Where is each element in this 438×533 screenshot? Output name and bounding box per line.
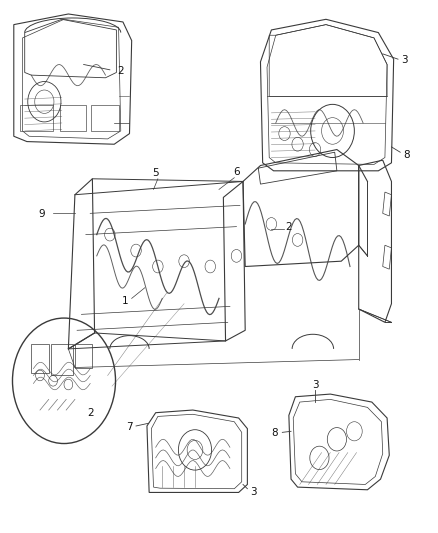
Bar <box>75 344 92 368</box>
Bar <box>91 106 120 131</box>
Text: 2: 2 <box>286 222 292 232</box>
Bar <box>31 344 49 373</box>
Text: 3: 3 <box>312 380 318 390</box>
Text: 7: 7 <box>126 422 133 432</box>
Text: 9: 9 <box>38 209 45 220</box>
Bar <box>60 106 86 131</box>
Text: 8: 8 <box>403 150 410 160</box>
Text: 6: 6 <box>233 167 240 177</box>
Text: 3: 3 <box>250 488 256 497</box>
Text: 8: 8 <box>272 428 278 438</box>
Text: 2: 2 <box>117 66 124 76</box>
Text: 2: 2 <box>87 408 93 418</box>
Bar <box>51 344 73 375</box>
Text: 5: 5 <box>152 168 159 179</box>
Text: 3: 3 <box>401 55 408 65</box>
Text: 1: 1 <box>122 296 128 306</box>
Bar <box>20 106 53 131</box>
